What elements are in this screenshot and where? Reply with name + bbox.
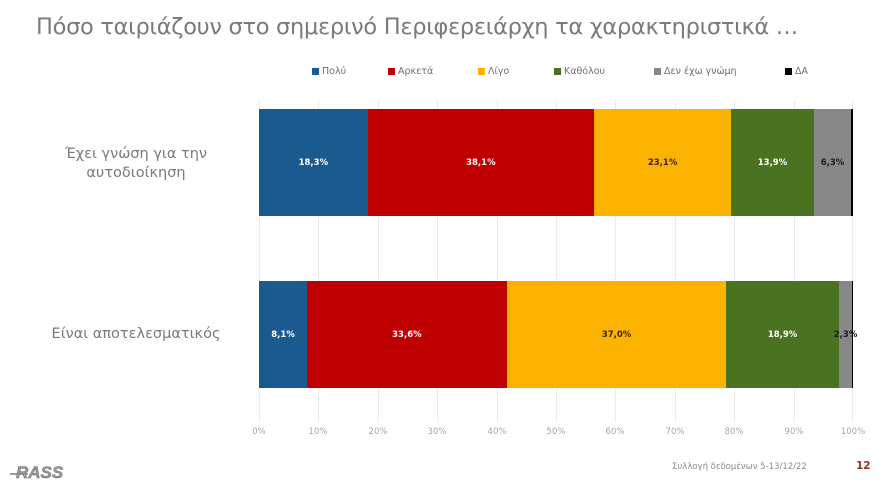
x-tick: 30% (427, 427, 447, 437)
page-number: 12 (856, 460, 871, 472)
bar-einai-apotelesmatikos: 8,1% 33,6% 37,0% 18,9% 2,3% (259, 281, 857, 388)
bar-segment-da (851, 109, 853, 216)
gridline (556, 100, 557, 422)
legend-swatch-icon (654, 68, 661, 75)
legend-swatch-icon (554, 68, 561, 75)
legend-item-katholou: Καθόλου (554, 66, 605, 77)
gridline (378, 100, 379, 422)
gridline (437, 100, 438, 422)
x-tick: 90% (784, 427, 804, 437)
legend-label: Καθόλου (564, 66, 606, 77)
x-tick: 0% (252, 427, 266, 437)
x-tick: 60% (605, 427, 625, 437)
x-tick: 50% (546, 427, 566, 437)
gridline (259, 100, 260, 422)
legend-item-arketa: Αρκετά (388, 66, 433, 77)
legend-label: Αρκετά (398, 66, 434, 77)
x-tick: 10% (308, 427, 328, 437)
svg-text:RASS: RASS (16, 463, 64, 482)
gridline (734, 100, 735, 422)
category-label-line: αυτοδιοίκηση (86, 165, 186, 181)
bar-segment-katholou: 13,9% (731, 109, 814, 216)
bar-segment-da (852, 281, 853, 388)
legend-swatch-icon (478, 68, 485, 75)
category-label-exei-gnosi: Έχει γνώση για την αυτοδιοίκηση (26, 145, 246, 183)
rass-logo-icon: RASS (10, 463, 64, 482)
bar-segment-den-exo-gnomi: 6,3% (813, 109, 852, 216)
category-label-line: Έχει γνώση για την (64, 146, 208, 162)
bar-segment-arketa: 33,6% (307, 281, 507, 388)
bar-segment-poly: 18,3% (259, 109, 368, 216)
data-collection-note: Συλλογή δεδομένων 5-13/12/22 (672, 462, 807, 472)
x-tick: 40% (487, 427, 507, 437)
legend-label: Πολύ (322, 66, 347, 77)
bar-segment-den-exo-gnomi: 2,3% (834, 281, 857, 388)
plot-area: 18,3% 38,1% 23,1% 13,9% 6,3% 8,1% 33,6% … (259, 100, 857, 422)
bar-segment-arketa: 38,1% (367, 109, 594, 216)
legend-item-den-exo-gnomi: Δεν έχω γνώμη (654, 66, 737, 77)
legend-swatch-icon (388, 68, 395, 75)
x-tick: 70% (665, 427, 685, 437)
gridline (318, 100, 319, 422)
legend-item-ligo: Λίγο (478, 66, 509, 77)
x-axis: 0% 10% 20% 30% 40% 50% 60% 70% 80% 90% 1… (252, 427, 865, 441)
bar-segment-ligo: 23,1% (594, 109, 732, 216)
gridline (794, 100, 795, 422)
x-tick: 80% (724, 427, 744, 437)
x-tick: 100% (840, 427, 866, 437)
slide-title: Πόσο ταιριάζουν στο σημερινό Περιφερειάρ… (36, 14, 798, 40)
category-label-einai-apotelesmatikos: Είναι αποτελεσματικός (51, 326, 221, 342)
chart-legend: Πολύ Αρκετά Λίγο Καθόλου Δεν έχω γνώμη Δ… (0, 66, 880, 82)
bar-exei-gnosi: 18,3% 38,1% 23,1% 13,9% 6,3% (259, 109, 853, 216)
legend-item-poly: Πολύ (312, 66, 346, 77)
x-tick: 20% (368, 427, 388, 437)
gridline (497, 100, 498, 422)
legend-label: Δεν έχω γνώμη (664, 66, 737, 77)
gridline (615, 100, 616, 422)
bar-segment-katholou: 18,9% (726, 281, 839, 388)
legend-swatch-icon (312, 68, 319, 75)
gridline (852, 100, 853, 422)
legend-swatch-icon (785, 68, 792, 75)
bar-segment-ligo: 37,0% (506, 281, 727, 388)
legend-label: Λίγο (488, 66, 510, 77)
legend-item-da: ΔΑ (785, 66, 808, 77)
rass-logo: RASS (8, 460, 80, 482)
bar-segment-poly: 8,1% (259, 281, 308, 388)
legend-label: ΔΑ (795, 66, 808, 77)
gridline (675, 100, 676, 422)
